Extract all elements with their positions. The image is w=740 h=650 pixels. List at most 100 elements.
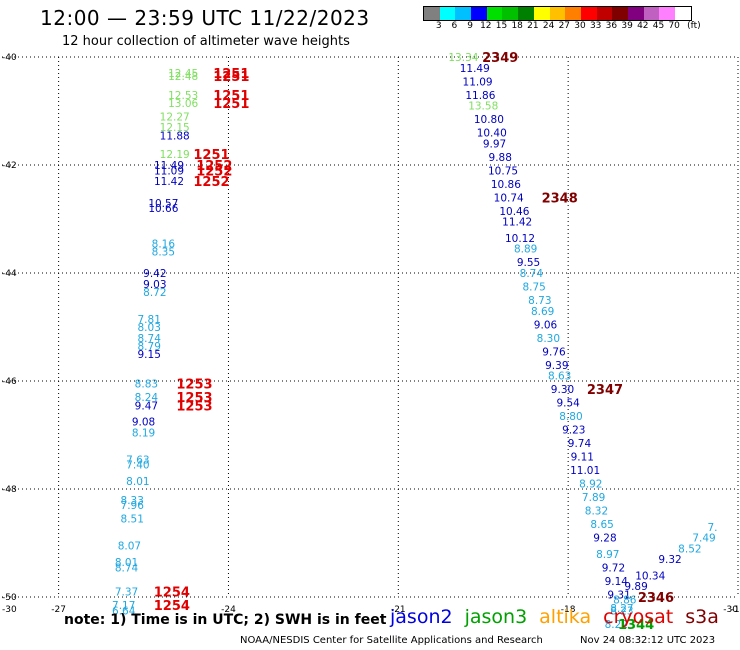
wave-height-label: 9.47	[135, 400, 158, 412]
satellite-cryosat: cryosat	[603, 606, 674, 628]
wave-height-label: 8.97	[596, 549, 619, 561]
legend-swatch	[580, 7, 597, 20]
legend-swatch	[455, 7, 472, 20]
wave-height-label: 7.49	[692, 533, 715, 545]
pass-number-label: 1254	[154, 586, 190, 601]
pass-number-label: 1251	[193, 148, 229, 163]
legend-tick-label: 15	[495, 21, 508, 31]
pass-number-label: 1251	[213, 97, 249, 112]
footer-note: note: 1) Time is in UTC; 2) SWH is in fe…	[64, 612, 387, 628]
wave-height-label: 10.86	[491, 179, 521, 191]
wave-height-label: 8.92	[579, 479, 602, 491]
pass-number-label: 1252	[196, 164, 232, 179]
legend-tick-label: 21	[527, 21, 539, 31]
wave-height-label: 9.11	[571, 452, 594, 464]
legend-tick-label: 3	[435, 21, 442, 31]
pass-number-label: 2349	[482, 51, 518, 66]
credit-text: NOAA/NESDIS Center for Satellite Applica…	[240, 635, 543, 646]
wave-height-label: 8.80	[559, 411, 582, 423]
wave-height-label: 9.74	[568, 438, 592, 450]
wave-height-label: 7.81	[138, 314, 161, 326]
wave-height-label: 13.34	[448, 52, 478, 64]
y-tick-label: -46	[2, 377, 17, 387]
y-tick-label: -40	[2, 53, 17, 63]
wave-height-label: 11.01	[570, 465, 600, 477]
x-tick-label: -18	[561, 605, 576, 615]
legend-swatch	[439, 7, 456, 20]
satellite-jason3: jason3	[464, 606, 528, 628]
wave-height-label: 9.72	[602, 562, 625, 574]
wave-height-label: 8.83	[135, 379, 158, 391]
legend-swatch	[502, 7, 519, 20]
y-tick-label: -50	[2, 593, 17, 603]
wave-height-label: 10.40	[477, 128, 507, 140]
legend-swatch	[565, 7, 581, 20]
x-tick-label: -21	[391, 605, 406, 615]
wave-height-label: 10.74	[494, 192, 524, 204]
wave-height-label: 11.09	[154, 165, 184, 177]
wave-height-label: 8.33	[121, 495, 144, 507]
wave-height-label: 11.88	[160, 130, 190, 142]
generation-timestamp: Nov 24 08:32:12 UTC 2023	[580, 635, 716, 646]
wave-height-label: 9.54	[556, 398, 580, 410]
legend-swatch	[675, 7, 691, 20]
wave-height-label: 7.37	[115, 587, 138, 599]
wave-height-label: 10.75	[488, 165, 518, 177]
satellite-s3a: s3a	[685, 606, 719, 628]
wave-height-label: 10.66	[148, 203, 178, 215]
wave-height-label: 8.74	[520, 268, 544, 280]
wave-height-label: 7.40	[126, 460, 149, 472]
pass-number-label: 1344	[618, 618, 654, 633]
x-tick-label: -15	[731, 605, 740, 615]
wave-height-label: 12.48	[168, 71, 198, 83]
wave-height-label: 8.16	[152, 238, 176, 250]
wave-height-label: 8.27	[610, 603, 633, 615]
wave-height-label: 9.39	[545, 360, 568, 372]
legend-tick-label: 42	[637, 21, 649, 31]
wave-height-label: 8.23	[610, 606, 633, 618]
legend-swatch	[533, 7, 550, 20]
pass-number-label: 1251	[213, 89, 249, 104]
chart-title: 12:00 — 23:59 UTC 11/22/2023	[40, 6, 370, 30]
pass-number-label: 1251	[213, 67, 249, 82]
wave-height-label: 9.88	[489, 152, 512, 164]
pass-number-label: 1252	[193, 175, 229, 190]
legend-swatch	[549, 7, 566, 20]
wave-height-label: 9.03	[143, 279, 166, 291]
wave-height-label: 8.74	[115, 562, 139, 574]
wave-height-label: 13.06	[168, 98, 198, 110]
wave-height-label: 8.79	[138, 341, 161, 353]
wave-height-label: 9.23	[562, 425, 585, 437]
color-scale-legend	[423, 6, 692, 21]
legend-swatch	[596, 7, 613, 20]
wave-height-label: 12.19	[160, 149, 190, 161]
x-corner-label: -30	[2, 605, 17, 615]
legend-tick-label: 24	[542, 21, 555, 31]
wave-height-label: 11.86	[465, 90, 495, 102]
wave-height-label: 8.35	[152, 246, 175, 258]
legend-tick-label: (ft)	[687, 21, 701, 31]
wave-height-label: 9.32	[658, 554, 681, 566]
wave-height-label: 11.49	[460, 63, 490, 75]
legend-tick-label: 12	[480, 21, 492, 31]
legend-swatch	[486, 7, 503, 20]
legend-swatch	[612, 7, 628, 20]
wave-height-label: 8.65	[590, 519, 613, 531]
legend-swatch	[471, 7, 487, 20]
plot-grid	[2, 56, 739, 598]
y-tick-label: -44	[2, 269, 17, 279]
satellite-altika: altika	[539, 606, 592, 628]
wave-height-label: 12.15	[160, 122, 190, 134]
wave-height-label: 9.42	[143, 268, 166, 280]
x-tick-label: -24	[221, 605, 236, 615]
legend-tick-label: 30	[574, 21, 586, 31]
pass-number-label: 2346	[638, 591, 674, 606]
wave-height-label: 12.45	[168, 68, 198, 80]
wave-height-label: 8.86	[613, 595, 637, 607]
wave-height-label: 11.42	[502, 217, 532, 229]
wave-height-label: 10.46	[499, 206, 529, 218]
wave-height-label: 8.72	[143, 287, 166, 299]
wave-height-label: 7.89	[582, 492, 605, 504]
legend-tick-label: 36	[605, 21, 618, 31]
